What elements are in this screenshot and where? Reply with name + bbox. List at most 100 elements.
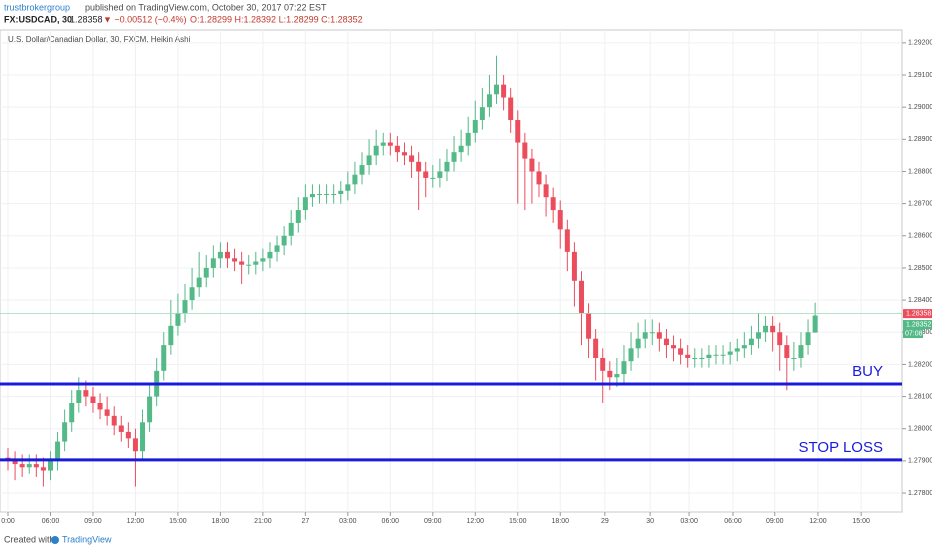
symbol: FX:USDCAD, 30 bbox=[4, 14, 72, 24]
candle-body bbox=[692, 357, 698, 359]
footer-text: Created with bbox=[4, 534, 55, 544]
candle-body bbox=[494, 84, 500, 95]
last-price: 1.28358 bbox=[70, 14, 103, 24]
candle-body bbox=[401, 152, 407, 156]
candle-body bbox=[224, 251, 230, 259]
candle-body bbox=[529, 158, 535, 172]
candle-body bbox=[210, 258, 216, 268]
candle-body bbox=[430, 177, 436, 179]
price-label: 1.28358 bbox=[906, 310, 931, 317]
candle-body bbox=[593, 338, 599, 358]
y-tick-label: 1.28900 bbox=[908, 136, 932, 143]
candle-body bbox=[33, 464, 39, 468]
candle-body bbox=[557, 210, 563, 230]
candle-body bbox=[671, 345, 677, 349]
candle-body bbox=[338, 190, 344, 194]
candle-body bbox=[62, 422, 68, 442]
logo bbox=[51, 536, 59, 544]
candle-body bbox=[416, 161, 422, 172]
candle-body bbox=[578, 280, 584, 313]
candle-body bbox=[274, 245, 280, 252]
candle-body bbox=[777, 332, 783, 346]
y-tick-label: 1.27800 bbox=[908, 490, 932, 497]
y-tick-label: 1.28000 bbox=[908, 426, 932, 433]
x-tick-label: 0:00 bbox=[1, 518, 15, 525]
candle-body bbox=[175, 312, 181, 326]
x-tick-label: 21:00 bbox=[254, 518, 272, 525]
candle-body bbox=[295, 210, 301, 223]
candle-body bbox=[720, 354, 726, 356]
change: ▼ −0.00512 (−0.4%) bbox=[103, 14, 186, 24]
x-tick-label: 12:00 bbox=[127, 518, 145, 525]
candle-body bbox=[451, 152, 457, 162]
candle-body bbox=[699, 357, 705, 359]
candle-body bbox=[614, 374, 620, 378]
candle-body bbox=[182, 300, 188, 313]
candle-body bbox=[770, 325, 776, 333]
candle-body bbox=[755, 332, 761, 339]
x-tick-label: 03:00 bbox=[339, 518, 357, 525]
x-tick-label: 18:00 bbox=[551, 518, 569, 525]
candle-body bbox=[734, 348, 740, 352]
candle-body bbox=[763, 325, 769, 333]
x-tick-label: 27 bbox=[301, 518, 309, 525]
candle-body bbox=[465, 132, 471, 146]
candle-body bbox=[727, 351, 733, 355]
candle-body bbox=[125, 431, 131, 439]
candle-body bbox=[203, 267, 209, 278]
x-tick-label: 03:00 bbox=[680, 518, 698, 525]
candle-body bbox=[586, 312, 592, 339]
x-tick-label: 09:00 bbox=[766, 518, 784, 525]
candle-body bbox=[486, 94, 492, 108]
candle-body bbox=[267, 251, 273, 259]
candle-body bbox=[628, 348, 634, 362]
y-tick-label: 1.29100 bbox=[908, 72, 932, 79]
countdown: 07:08 bbox=[905, 330, 923, 337]
footer-brand[interactable]: TradingView bbox=[62, 534, 112, 544]
y-tick-label: 1.29200 bbox=[908, 40, 932, 47]
candle-body bbox=[83, 390, 89, 397]
candle-body bbox=[380, 142, 386, 146]
candle-body bbox=[140, 422, 146, 452]
candle-body bbox=[359, 165, 365, 175]
candle-body bbox=[784, 345, 790, 358]
y-tick-label: 1.28800 bbox=[908, 168, 932, 175]
y-tick-label: 1.28100 bbox=[908, 393, 932, 400]
y-tick-label: 1.28500 bbox=[908, 265, 932, 272]
published: published on TradingView.com, October 30… bbox=[85, 2, 327, 12]
candle-body bbox=[649, 332, 655, 334]
x-tick-label: 06:00 bbox=[724, 518, 742, 525]
x-tick-label: 12:00 bbox=[809, 518, 827, 525]
publisher[interactable]: trustbrokergroup bbox=[4, 2, 70, 12]
candle-body bbox=[437, 171, 443, 178]
chart-title: U.S. Dollar/Canadian Dollar, 30, FXCM, H… bbox=[8, 35, 191, 44]
candle-body bbox=[479, 107, 485, 121]
x-tick-label: 06:00 bbox=[382, 518, 400, 525]
candle-body bbox=[571, 251, 577, 281]
candle-body bbox=[168, 325, 174, 346]
candle-body bbox=[748, 338, 754, 346]
level-label: STOP LOSS bbox=[799, 439, 884, 456]
x-tick-label: 15:00 bbox=[169, 518, 187, 525]
candle-body bbox=[685, 354, 691, 358]
candle-body bbox=[69, 402, 75, 423]
candle-body bbox=[536, 171, 542, 185]
candle-body bbox=[253, 261, 259, 265]
candle-body bbox=[387, 142, 393, 146]
candle-body bbox=[132, 438, 138, 452]
candle-body bbox=[706, 354, 712, 358]
price-label-box bbox=[903, 320, 932, 330]
candle-body bbox=[40, 467, 46, 471]
candle-body bbox=[317, 193, 323, 195]
candle-body bbox=[642, 332, 648, 339]
price-label: 1.28352 bbox=[906, 321, 931, 328]
candle-body bbox=[196, 277, 202, 288]
candle-body bbox=[508, 97, 514, 121]
x-tick-label: 18:00 bbox=[212, 518, 230, 525]
candle-body bbox=[663, 338, 669, 346]
x-tick-label: 06:00 bbox=[42, 518, 60, 525]
candle-body bbox=[600, 357, 606, 371]
ohlc: O:1.28299 H:1.28392 L:1.28299 C:1.28352 bbox=[190, 14, 363, 24]
level-label: BUY bbox=[852, 363, 883, 380]
